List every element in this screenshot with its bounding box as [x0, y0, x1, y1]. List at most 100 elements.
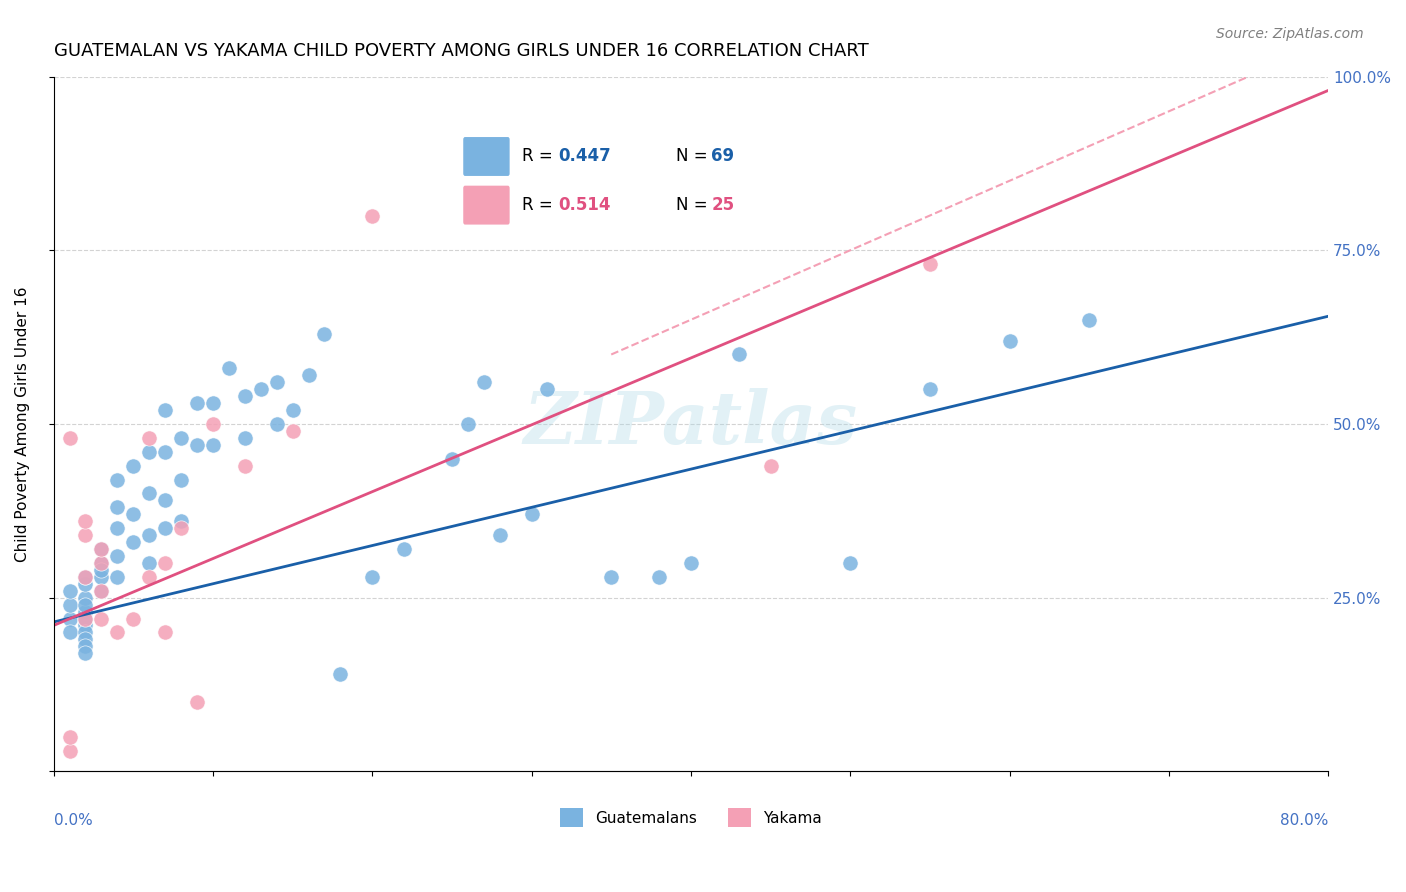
Point [170, 431, 193, 445]
Point [266, 376, 288, 390]
Text: 80.0%: 80.0% [1279, 813, 1329, 828]
Text: GUATEMALAN VS YAKAMA CHILD POVERTY AMONG GIRLS UNDER 16 CORRELATION CHART: GUATEMALAN VS YAKAMA CHILD POVERTY AMONG… [53, 42, 869, 60]
Point [218, 361, 240, 376]
Point [759, 458, 782, 473]
Point [105, 500, 128, 515]
Point [153, 521, 176, 535]
Point [201, 417, 224, 431]
Point [58, 743, 80, 757]
Point [679, 556, 702, 570]
Point [281, 424, 304, 438]
Point [105, 549, 128, 563]
Point [58, 730, 80, 744]
Point [75, 646, 97, 660]
Point [186, 695, 208, 709]
Y-axis label: Child Poverty Among Girls Under 16: Child Poverty Among Girls Under 16 [15, 286, 30, 562]
Point [998, 334, 1021, 348]
Point [75, 598, 97, 612]
Point [170, 473, 193, 487]
Point [75, 591, 97, 605]
Point [90, 611, 112, 625]
Point [233, 389, 256, 403]
Point [153, 556, 176, 570]
Point [440, 451, 463, 466]
Point [249, 382, 271, 396]
Point [90, 542, 112, 557]
Point [75, 625, 97, 640]
Point [536, 382, 558, 396]
Point [58, 625, 80, 640]
Point [170, 514, 193, 528]
Point [918, 382, 941, 396]
Point [329, 667, 352, 681]
Point [90, 563, 112, 577]
Point [233, 458, 256, 473]
Point [75, 576, 97, 591]
Point [75, 611, 97, 625]
Text: Source: ZipAtlas.com: Source: ZipAtlas.com [1216, 27, 1364, 41]
Point [600, 570, 623, 584]
Point [138, 431, 160, 445]
Point [75, 570, 97, 584]
Point [266, 417, 288, 431]
Point [201, 396, 224, 410]
Point [297, 368, 319, 383]
Point [201, 438, 224, 452]
Point [153, 493, 176, 508]
Point [58, 431, 80, 445]
Point [186, 438, 208, 452]
Point [488, 528, 510, 542]
Point [75, 640, 97, 654]
Point [186, 396, 208, 410]
Point [520, 508, 543, 522]
Legend: Guatemalans, Yakama: Guatemalans, Yakama [554, 802, 828, 833]
Point [105, 625, 128, 640]
Point [122, 508, 145, 522]
Point [153, 403, 176, 417]
Point [918, 257, 941, 271]
Point [90, 556, 112, 570]
Point [58, 611, 80, 625]
Point [90, 570, 112, 584]
Point [90, 583, 112, 598]
Point [361, 570, 384, 584]
Text: 0.0%: 0.0% [53, 813, 93, 828]
Point [75, 570, 97, 584]
Point [361, 209, 384, 223]
Point [138, 486, 160, 500]
Point [457, 417, 479, 431]
Text: ZIPatlas: ZIPatlas [524, 389, 858, 459]
Point [122, 611, 145, 625]
Point [727, 347, 749, 361]
Point [170, 521, 193, 535]
Point [314, 326, 336, 341]
Point [105, 473, 128, 487]
Point [75, 528, 97, 542]
Point [648, 570, 671, 584]
Point [90, 583, 112, 598]
Point [392, 542, 415, 557]
Point [75, 605, 97, 619]
Point [138, 556, 160, 570]
Point [138, 528, 160, 542]
Point [90, 556, 112, 570]
Point [58, 583, 80, 598]
Point [839, 556, 862, 570]
Point [1078, 312, 1101, 326]
Point [138, 570, 160, 584]
Point [153, 444, 176, 458]
Point [75, 618, 97, 632]
Point [233, 431, 256, 445]
Point [122, 535, 145, 549]
Point [75, 632, 97, 647]
Point [153, 625, 176, 640]
Point [58, 598, 80, 612]
Point [281, 403, 304, 417]
Point [122, 458, 145, 473]
Point [75, 611, 97, 625]
Point [138, 444, 160, 458]
Point [75, 514, 97, 528]
Point [90, 542, 112, 557]
Point [472, 376, 495, 390]
Point [105, 521, 128, 535]
